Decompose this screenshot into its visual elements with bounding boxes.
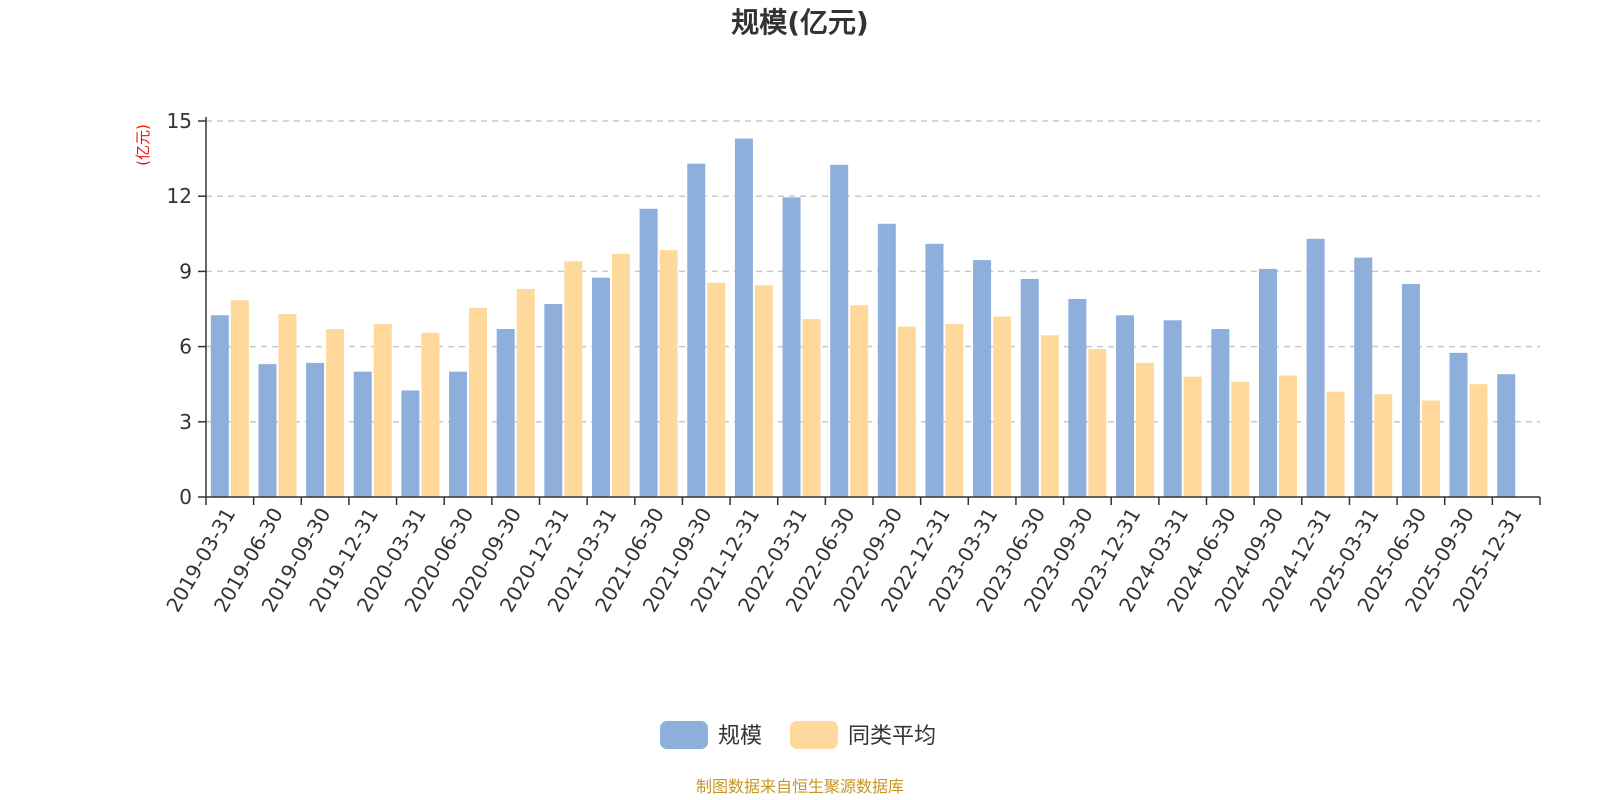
bar-peer-average: [611, 253, 630, 497]
bar-scale: [925, 243, 944, 497]
bar-peer-average: [326, 329, 345, 497]
bar-peer-average: [1421, 400, 1440, 497]
x-ticks: 2019-03-312019-06-302019-09-302019-12-31…: [161, 497, 1541, 616]
y-tick-label: 12: [167, 184, 192, 208]
bar-scale: [1449, 352, 1468, 497]
bar-peer-average: [1374, 394, 1393, 497]
bar-peer-average: [516, 288, 535, 497]
bars: [210, 138, 1516, 498]
gridlines: [206, 120, 1540, 423]
bar-scale: [401, 390, 420, 497]
bar-peer-average: [897, 326, 916, 497]
bar-peer-average: [469, 307, 488, 497]
legend-swatch-scale[interactable]: [660, 721, 708, 749]
bar-scale: [1163, 320, 1182, 497]
bar-peer-average: [659, 250, 678, 497]
legend[interactable]: 规模 同类平均: [660, 721, 936, 749]
bar-scale: [639, 208, 658, 497]
bar-scale: [1497, 374, 1516, 497]
bar-scale: [973, 260, 992, 497]
bar-scale: [449, 371, 468, 497]
bar-scale: [782, 197, 801, 497]
y-axis-unit: (亿元): [134, 124, 152, 166]
bar-peer-average: [754, 285, 773, 497]
bar-scale: [353, 371, 372, 497]
bar-scale: [687, 163, 706, 497]
bar-scale: [830, 164, 849, 497]
bar-peer-average: [1088, 349, 1107, 497]
bar-peer-average: [421, 332, 440, 497]
source-note: 制图数据来自恒生聚源数据库: [696, 777, 904, 796]
y-tick-label: 9: [179, 259, 192, 283]
bar-peer-average: [1278, 375, 1297, 497]
bar-peer-average: [278, 314, 297, 497]
bar-peer-average: [850, 305, 869, 497]
bar-scale: [1306, 238, 1325, 497]
bar-scale: [1116, 315, 1135, 497]
bar-scale: [1211, 329, 1230, 497]
bar-peer-average: [993, 316, 1012, 497]
bar-peer-average: [564, 261, 583, 497]
bar-scale: [1354, 257, 1373, 497]
bar-scale: [1258, 268, 1277, 497]
legend-label-scale[interactable]: 规模: [718, 724, 762, 749]
bar-peer-average: [373, 324, 392, 497]
bar-peer-average: [1469, 384, 1488, 497]
bar-scale: [1020, 278, 1039, 497]
chart-title: 规模(亿元): [731, 6, 869, 39]
bar-scale: [877, 223, 896, 498]
bar-scale: [1068, 298, 1087, 497]
y-ticks: 0 3 6 9 12 15: [167, 109, 206, 509]
y-tick-label: 15: [167, 109, 192, 133]
bar-peer-average: [1231, 381, 1250, 497]
y-tick-label: 6: [179, 335, 192, 359]
y-tick-label: 0: [179, 485, 192, 509]
bar-peer-average: [230, 300, 249, 497]
bar-scale: [210, 315, 229, 497]
bar-peer-average: [1136, 362, 1155, 497]
legend-label-peer-average[interactable]: 同类平均: [848, 724, 936, 749]
bar-scale: [306, 362, 325, 497]
bar-scale: [1401, 283, 1420, 497]
bar-scale: [258, 364, 277, 497]
bar-peer-average: [707, 282, 726, 497]
bar-scale: [544, 303, 563, 497]
bar-peer-average: [945, 324, 964, 497]
bar-peer-average: [1326, 391, 1345, 497]
y-tick-label: 3: [179, 410, 192, 434]
bar-peer-average: [1040, 335, 1059, 497]
bar-peer-average: [802, 319, 821, 497]
bar-scale: [591, 277, 610, 497]
bar-scale: [496, 329, 515, 497]
bar-scale: [734, 138, 753, 497]
legend-swatch-peer-average[interactable]: [790, 721, 838, 749]
bar-peer-average: [1183, 376, 1202, 497]
